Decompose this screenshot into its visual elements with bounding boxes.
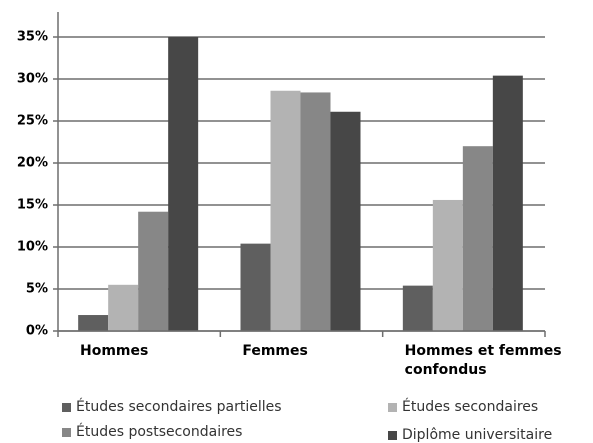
legend-item: Diplôme universitaire xyxy=(388,427,552,443)
legend-swatch xyxy=(388,402,397,412)
y-tick-label: 30% xyxy=(17,72,48,87)
y-tick-label: 15% xyxy=(17,198,48,213)
legend-swatch xyxy=(62,427,71,437)
legend-item: Études secondaires partielles xyxy=(62,399,282,415)
bar xyxy=(300,92,331,331)
bar xyxy=(402,285,433,331)
y-tick-label: 35% xyxy=(17,30,48,45)
y-tick-label: 20% xyxy=(17,156,48,171)
legend-label: Études secondaires xyxy=(402,399,539,415)
y-tick-label: 10% xyxy=(17,240,48,255)
bar xyxy=(270,90,301,331)
bar xyxy=(432,199,463,331)
y-tick-label: 5% xyxy=(26,282,48,297)
bar xyxy=(240,243,271,331)
bar xyxy=(78,315,109,331)
x-tick-label: Hommes et femmes confondus xyxy=(404,343,562,378)
legend-label: Diplôme universitaire xyxy=(402,427,553,443)
legend-swatch xyxy=(62,402,71,412)
bar xyxy=(462,146,493,331)
legend-item: Études postsecondaires xyxy=(62,424,242,440)
bar xyxy=(108,284,139,331)
y-tick-label: 0% xyxy=(26,324,48,339)
x-tick-label: Hommes xyxy=(80,343,149,359)
y-tick-label: 25% xyxy=(17,114,48,129)
bar xyxy=(330,111,361,331)
bar xyxy=(168,37,199,331)
legend-label: Études secondaires partielles xyxy=(76,399,282,415)
legend-swatch xyxy=(388,430,397,440)
legend-item: Études secondaires xyxy=(388,399,538,415)
bar xyxy=(492,75,523,331)
bar xyxy=(138,211,169,331)
x-tick-label: Femmes xyxy=(242,343,308,359)
legend-label: Études postsecondaires xyxy=(76,424,243,440)
